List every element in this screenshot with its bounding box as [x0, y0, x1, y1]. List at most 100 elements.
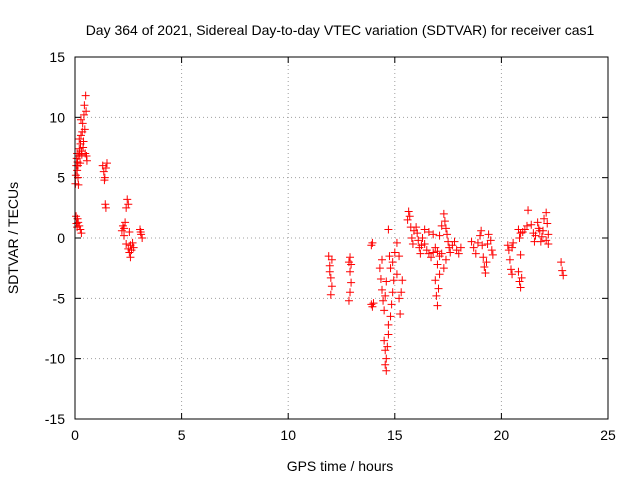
data-point — [387, 300, 396, 309]
data-point — [386, 264, 395, 273]
x-tick-label: 5 — [178, 427, 186, 443]
data-point — [346, 253, 355, 262]
data-point — [527, 220, 536, 229]
data-point — [125, 227, 134, 236]
data-point — [487, 246, 496, 255]
data-point — [443, 230, 452, 239]
data-point — [433, 301, 442, 310]
chart-title: Day 364 of 2021, Sidereal Day-to-day VTE… — [86, 22, 595, 38]
data-point — [516, 229, 525, 238]
data-point — [100, 176, 109, 185]
data-point — [433, 247, 442, 256]
data-point — [446, 248, 455, 257]
data-point — [477, 226, 486, 235]
data-point — [398, 276, 407, 285]
data-point — [476, 231, 485, 240]
data-point — [138, 234, 147, 242]
data-point — [416, 249, 425, 258]
data-point — [441, 255, 450, 264]
data-point — [533, 218, 542, 227]
data-point — [469, 243, 478, 252]
y-tick-label: 10 — [49, 109, 65, 125]
data-point — [381, 360, 390, 369]
data-point — [414, 236, 423, 245]
data-point — [347, 278, 356, 287]
data-point — [102, 159, 111, 168]
data-point — [385, 252, 394, 261]
data-point — [471, 249, 480, 258]
data-point — [124, 200, 133, 209]
data-point — [435, 270, 444, 279]
data-point — [388, 258, 397, 267]
data-point — [506, 265, 515, 274]
data-point — [452, 246, 461, 255]
data-point — [77, 229, 86, 238]
y-tick-label: -10 — [45, 351, 65, 367]
data-point — [327, 255, 336, 264]
data-point — [346, 267, 355, 276]
data-point — [441, 224, 450, 233]
x-tick-label: 0 — [71, 427, 79, 443]
data-point — [80, 101, 89, 110]
data-point — [367, 300, 376, 309]
data-point — [432, 291, 441, 300]
data-point — [422, 246, 431, 255]
data-point — [375, 264, 384, 273]
data-point — [557, 258, 566, 267]
data-point — [369, 299, 378, 308]
data-point — [558, 266, 567, 275]
data-point — [397, 288, 406, 297]
y-tick-label: 15 — [49, 49, 65, 65]
data-point — [431, 276, 440, 285]
x-tick-label: 25 — [600, 427, 616, 443]
data-point — [440, 217, 449, 226]
data-point — [408, 240, 417, 249]
data-point — [431, 243, 440, 252]
data-point — [433, 260, 442, 269]
data-point — [538, 226, 547, 235]
data-point — [417, 241, 426, 250]
data-point — [544, 230, 553, 239]
data-point — [405, 212, 414, 221]
data-point — [537, 232, 546, 241]
data-point — [379, 296, 388, 305]
data-point — [76, 115, 85, 124]
data-point — [101, 203, 110, 212]
data-point — [79, 110, 88, 119]
data-point — [418, 234, 427, 242]
data-point — [326, 290, 335, 299]
data-point — [80, 125, 89, 134]
data-point — [384, 320, 393, 329]
data-point — [467, 237, 476, 246]
data-point — [503, 241, 512, 250]
y-tick-label: 5 — [57, 170, 65, 186]
data-point — [121, 218, 130, 227]
data-point — [544, 240, 553, 249]
data-points — [71, 91, 568, 375]
data-point — [382, 277, 391, 286]
data-point — [522, 221, 531, 230]
data-point — [482, 258, 491, 267]
data-point — [368, 238, 377, 247]
data-point — [382, 366, 391, 375]
data-point — [78, 119, 87, 128]
data-point — [488, 250, 497, 259]
data-point — [434, 284, 443, 293]
data-point — [515, 277, 524, 286]
data-point — [123, 195, 132, 204]
data-point — [395, 294, 404, 303]
data-point — [74, 218, 83, 227]
data-point — [424, 249, 433, 258]
data-point — [536, 237, 545, 246]
data-point — [380, 336, 389, 345]
data-point — [73, 166, 82, 175]
data-point — [101, 200, 110, 209]
data-point — [542, 236, 551, 245]
data-point — [439, 209, 448, 218]
data-point — [437, 249, 446, 258]
data-point — [516, 283, 525, 292]
data-point — [384, 225, 393, 234]
data-point — [122, 240, 131, 249]
grid — [75, 57, 608, 419]
